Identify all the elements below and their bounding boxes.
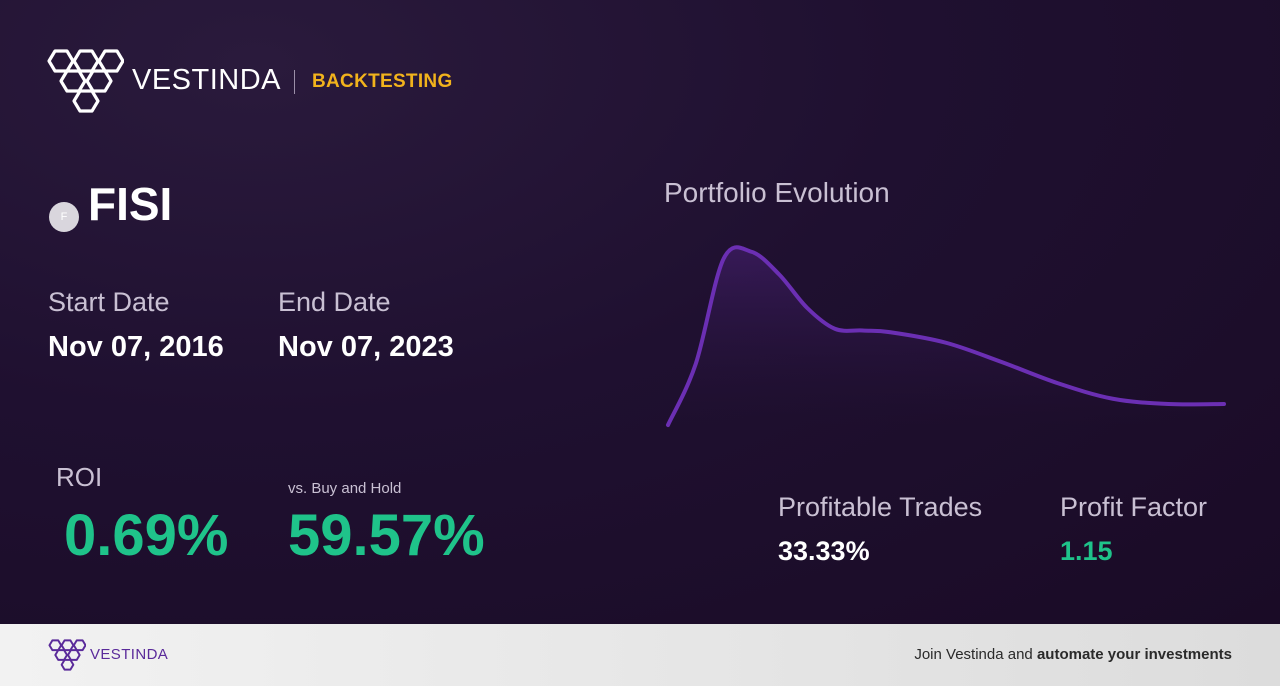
hexagon-cluster-icon <box>47 49 124 113</box>
hexagon-cluster-icon[interactable] <box>48 638 86 672</box>
buy-hold-value: 59.57% <box>288 503 485 568</box>
buy-hold-label: vs. Buy and Hold <box>288 480 402 497</box>
profit-factor-value: 1.15 <box>1060 536 1113 566</box>
end-date-label: End Date <box>278 287 391 317</box>
chart-title: Portfolio Evolution <box>664 177 890 208</box>
footer-cta[interactable]: Join Vestinda and automate your investme… <box>914 646 1232 663</box>
start-date-value: Nov 07, 2016 <box>48 331 224 363</box>
profit-factor-label: Profit Factor <box>1060 492 1208 522</box>
report-card: VESTINDA BACKTESTING F FISI Start Date N… <box>0 0 1280 624</box>
end-date-value: Nov 07, 2023 <box>278 331 454 363</box>
footer-cta-prefix: Join Vestinda and <box>914 646 1037 663</box>
profitable-trades-value: 33.33% <box>778 536 870 566</box>
footer-brand-name[interactable]: VESTINDA <box>90 646 169 663</box>
roi-value: 0.69% <box>64 503 229 568</box>
ticker-logo-badge: F <box>49 202 79 232</box>
footer-cta-bold: automate your investments <box>1036 646 1232 663</box>
chart-series-line <box>666 245 1226 427</box>
portfolio-evolution-chart <box>666 245 1226 427</box>
start-date-label: Start Date <box>48 287 170 317</box>
chart-area-fill <box>668 247 1224 425</box>
profitable-trades-label: Profitable Trades <box>778 492 983 522</box>
footer-bar: VESTINDA Join Vestinda and automate your… <box>0 624 1280 686</box>
roi-label: ROI <box>56 462 103 492</box>
ticker-symbol: FISI <box>88 178 173 230</box>
brand-name: VESTINDA <box>132 64 282 96</box>
header-divider <box>294 70 295 94</box>
brand-logo[interactable] <box>46 46 124 116</box>
section-label: BACKTESTING <box>312 71 453 92</box>
